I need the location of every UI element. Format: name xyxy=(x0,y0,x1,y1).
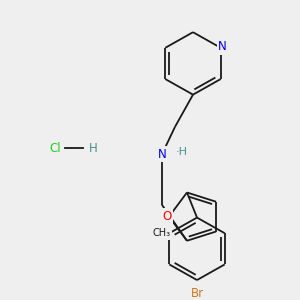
Text: ·H: ·H xyxy=(176,147,188,157)
Text: N: N xyxy=(158,148,166,161)
Text: CH₃: CH₃ xyxy=(152,228,170,238)
Text: N: N xyxy=(218,40,227,53)
Text: Cl: Cl xyxy=(49,142,61,155)
Text: Br: Br xyxy=(190,287,204,300)
Text: H: H xyxy=(88,142,98,155)
Text: O: O xyxy=(162,210,172,223)
